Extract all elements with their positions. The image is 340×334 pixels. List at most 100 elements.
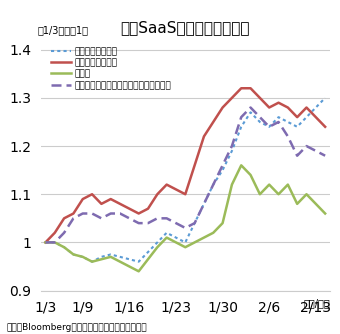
ゼットスケーラー [258, 120, 262, 124]
オクタ [286, 183, 290, 187]
ズーム・ビデオ・コミュニケーションズ [323, 154, 327, 158]
ゼットスケーラー [155, 240, 159, 244]
セールスフォース [249, 86, 253, 90]
オクタ [71, 253, 75, 257]
オクタ [90, 260, 94, 264]
ズーム・ビデオ・コミュニケーションズ [211, 183, 215, 187]
セールスフォース [146, 207, 150, 211]
ゼットスケーラー [230, 149, 234, 153]
ズーム・ビデオ・コミュニケーションズ [53, 240, 57, 244]
オクタ [99, 257, 103, 261]
オクタ [44, 240, 48, 244]
ゼットスケーラー [137, 260, 141, 264]
ゼットスケーラー [286, 120, 290, 124]
オクタ [109, 255, 113, 259]
ズーム・ビデオ・コミュニケーションズ [127, 216, 131, 220]
セールスフォース [304, 106, 308, 110]
オクタ [165, 235, 169, 239]
セールスフォース [221, 106, 225, 110]
オクタ [81, 255, 85, 259]
セールスフォース [276, 101, 280, 105]
オクタ [53, 240, 57, 244]
セールスフォース [314, 115, 318, 119]
セールスフォース [109, 197, 113, 201]
ズーム・ビデオ・コミュニケーションズ [314, 149, 318, 153]
ゼットスケーラー [323, 96, 327, 100]
セールスフォース [81, 197, 85, 201]
セールスフォース [174, 187, 178, 191]
ズーム・ビデオ・コミュニケーションズ [118, 211, 122, 215]
ゼットスケーラー [62, 245, 66, 249]
オクタ [137, 269, 141, 273]
ズーム・ビデオ・コミュニケーションズ [286, 134, 290, 138]
オクタ [249, 173, 253, 177]
ゼットスケーラー [211, 183, 215, 187]
オクタ [127, 265, 131, 269]
ゼットスケーラー [314, 106, 318, 110]
ズーム・ビデオ・コミュニケーションズ [137, 221, 141, 225]
セールスフォース [267, 106, 271, 110]
ゼットスケーラー [165, 231, 169, 235]
ズーム・ビデオ・コミュニケーションズ [221, 163, 225, 167]
Line: セールスフォース: セールスフォース [46, 88, 325, 242]
ズーム・ビデオ・コミュニケーションズ [165, 216, 169, 220]
ズーム・ビデオ・コミュニケーションズ [62, 231, 66, 235]
ズーム・ビデオ・コミュニケーションズ [192, 221, 197, 225]
オクタ [295, 202, 299, 206]
セールスフォース [44, 240, 48, 244]
オクタ [221, 221, 225, 225]
セールスフォース [118, 202, 122, 206]
Line: オクタ: オクタ [46, 165, 325, 271]
ゼットスケーラー [183, 240, 187, 244]
ズーム・ビデオ・コミュニケーションズ [99, 216, 103, 220]
セールスフォース [99, 202, 103, 206]
ゼットスケーラー [127, 257, 131, 261]
オクタ [230, 183, 234, 187]
ズーム・ビデオ・コミュニケーションズ [295, 154, 299, 158]
セールスフォース [165, 183, 169, 187]
セールスフォース [202, 134, 206, 138]
ズーム・ビデオ・コミュニケーションズ [174, 221, 178, 225]
オクタ [155, 245, 159, 249]
オクタ [304, 192, 308, 196]
ズーム・ビデオ・コミュニケーションズ [258, 115, 262, 119]
Text: （月/日）: （月/日） [303, 298, 330, 308]
オクタ [202, 235, 206, 239]
ズーム・ビデオ・コミュニケーションズ [304, 144, 308, 148]
ズーム・ビデオ・コミュニケーションズ [202, 202, 206, 206]
セールスフォース [90, 192, 94, 196]
Line: ズーム・ビデオ・コミュニケーションズ: ズーム・ビデオ・コミュニケーションズ [46, 108, 325, 242]
セールスフォース [295, 115, 299, 119]
オクタ [118, 260, 122, 264]
ゼットスケーラー [146, 250, 150, 254]
オクタ [314, 202, 318, 206]
ゼットスケーラー [90, 260, 94, 264]
ズーム・ビデオ・コミュニケーションズ [109, 211, 113, 215]
セールスフォース [258, 96, 262, 100]
ゼットスケーラー [174, 235, 178, 239]
Title: 主なSaaS系企楮の株価推移: 主なSaaS系企楮の株価推移 [121, 20, 250, 35]
ズーム・ビデオ・コミュニケーションズ [81, 211, 85, 215]
ゼットスケーラー [276, 115, 280, 119]
セールスフォース [53, 231, 57, 235]
ズーム・ビデオ・コミュニケーションズ [249, 106, 253, 110]
ゼットスケーラー [267, 125, 271, 129]
セールスフォース [137, 211, 141, 215]
ゼットスケーラー [295, 125, 299, 129]
ゼットスケーラー [118, 255, 122, 259]
ゼットスケーラー [192, 221, 197, 225]
ズーム・ビデオ・コミュニケーションズ [90, 211, 94, 215]
セールスフォース [323, 125, 327, 129]
ゼットスケーラー [202, 202, 206, 206]
Line: ゼットスケーラー: ゼットスケーラー [46, 98, 325, 262]
セールスフォース [239, 86, 243, 90]
ゼットスケーラー [109, 253, 113, 257]
ズーム・ビデオ・コミュニケーションズ [230, 144, 234, 148]
オクタ [276, 192, 280, 196]
セールスフォース [192, 163, 197, 167]
オクタ [211, 231, 215, 235]
ゼットスケーラー [44, 240, 48, 244]
ズーム・ビデオ・コミュニケーションズ [183, 226, 187, 230]
オクタ [146, 257, 150, 261]
ズーム・ビデオ・コミュニケーションズ [239, 115, 243, 119]
